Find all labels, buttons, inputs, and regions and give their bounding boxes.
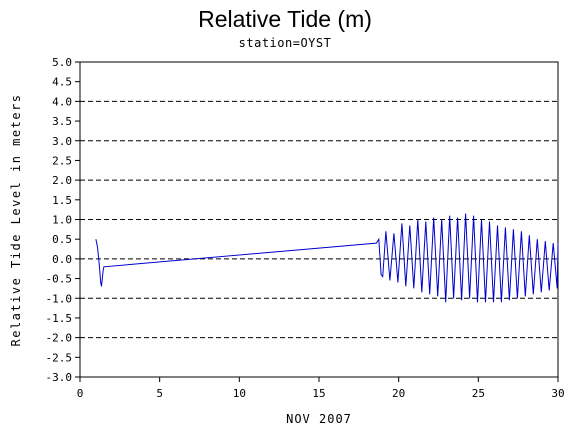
y-tick-label-1: 4.5: [52, 76, 72, 89]
chart-title: Relative Tide (m): [198, 6, 372, 32]
y-tick-label-14: -2.0: [46, 332, 73, 345]
x-tick-label-1: 5: [156, 387, 163, 400]
x-tick-label-5: 25: [472, 387, 485, 400]
x-tick-label-2: 10: [233, 387, 246, 400]
y-tick-label-16: -3.0: [46, 371, 73, 384]
x-axis-ticks: 0 5 10 15 20 25 30: [77, 377, 565, 400]
tide-series-line: [95, 213, 559, 303]
x-axis-label: NOV 2007: [286, 412, 352, 426]
y-tick-label-4: 3.0: [52, 135, 72, 148]
y-axis-ticks: 5.0 4.5 4.0 3.5 3.0 2.5 2.0 1.5 1.0 0.5 0.0 -0.5 -1.…: [46, 56, 80, 384]
y-tick-label-9: 0.5: [52, 233, 72, 246]
y-tick-label-2: 4.0: [52, 95, 72, 108]
y-tick-label-11: -0.5: [46, 273, 73, 286]
gridlines: [80, 61, 558, 378]
y-axis-label: Relative Tide Level in meters: [9, 93, 23, 346]
y-tick-label-7: 1.5: [52, 194, 72, 207]
x-tick-label-0: 0: [77, 387, 84, 400]
x-tick-label-3: 15: [312, 387, 325, 400]
y-tick-label-5: 2.5: [52, 154, 72, 167]
x-tick-label-6: 30: [551, 387, 564, 400]
y-tick-label-8: 1.0: [52, 214, 72, 227]
chart-subtitle: station=OYST: [238, 36, 332, 50]
plot-frame: [79, 61, 559, 378]
x-tick-label-4: 20: [392, 387, 405, 400]
y-tick-label-10: 0.0: [52, 253, 72, 266]
y-tick-label-0: 5.0: [52, 56, 72, 69]
y-tick-label-3: 3.5: [52, 115, 72, 128]
y-tick-label-6: 2.0: [52, 174, 72, 187]
y-tick-label-12: -1.0: [46, 292, 73, 305]
y-tick-label-13: -1.5: [46, 312, 73, 325]
y-tick-label-15: -2.5: [46, 351, 73, 364]
